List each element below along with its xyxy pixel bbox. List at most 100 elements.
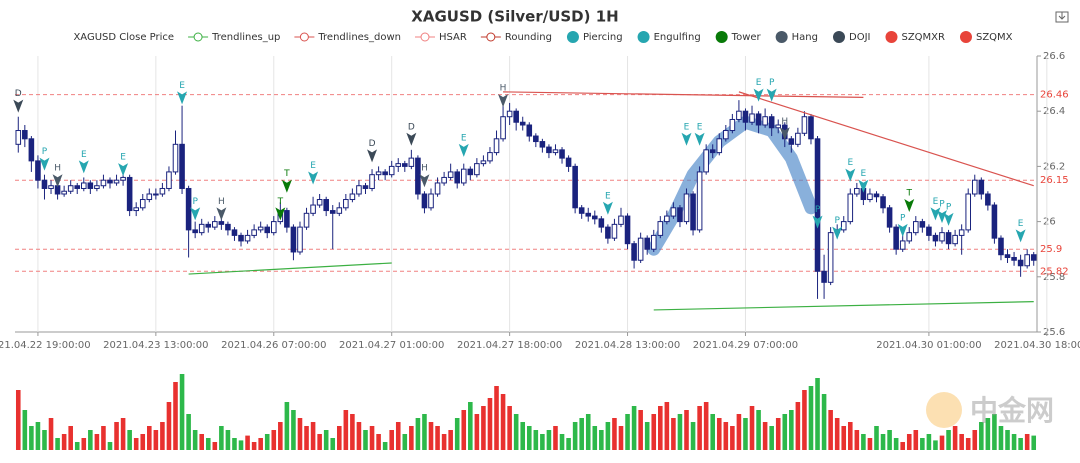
pattern-marker bbox=[190, 207, 201, 221]
volume-bar bbox=[1005, 430, 1010, 450]
volume-bar bbox=[703, 402, 709, 450]
volume-bar bbox=[317, 434, 322, 450]
candle-body bbox=[539, 141, 546, 148]
volume-bar bbox=[684, 410, 689, 450]
candle-body bbox=[67, 185, 74, 192]
candle-body bbox=[454, 171, 461, 184]
trendline bbox=[738, 91, 1034, 187]
pattern-marker bbox=[13, 99, 24, 113]
volume-bar bbox=[94, 434, 100, 450]
legend-symbol bbox=[775, 31, 788, 43]
legend-symbol bbox=[833, 31, 845, 43]
candle-body bbox=[264, 226, 271, 234]
legend-item[interactable]: Piercing bbox=[566, 31, 623, 43]
volume-bar bbox=[81, 438, 87, 450]
candle-body bbox=[755, 113, 762, 126]
volume-bar bbox=[802, 390, 807, 450]
candle-body bbox=[827, 232, 834, 283]
volume-bar bbox=[199, 434, 205, 450]
legend-item[interactable]: XAGUSD Close Price bbox=[73, 32, 174, 43]
candle-body bbox=[906, 232, 913, 242]
legend-item[interactable]: Rounding bbox=[480, 32, 552, 43]
volume-bar bbox=[730, 426, 735, 450]
pattern-marker bbox=[406, 132, 417, 146]
volume-bar bbox=[468, 402, 473, 450]
candle-body bbox=[284, 210, 290, 228]
volume-bar bbox=[874, 426, 879, 450]
candle-body bbox=[703, 149, 709, 173]
candle-body bbox=[801, 116, 808, 134]
legend-symbol bbox=[566, 31, 579, 43]
candle-body bbox=[94, 185, 100, 189]
volume-bar bbox=[933, 440, 938, 450]
candle-body bbox=[15, 130, 22, 145]
legend-item[interactable]: HSAR bbox=[415, 32, 467, 43]
volume-bar bbox=[697, 406, 702, 450]
legend-symbol bbox=[715, 31, 728, 43]
pattern-marker bbox=[904, 199, 915, 213]
candle-body bbox=[133, 207, 139, 212]
legend-label: XAGUSD Close Price bbox=[73, 32, 174, 43]
volume-bar bbox=[153, 430, 159, 450]
pattern-label: P bbox=[939, 200, 945, 210]
pattern-label: E bbox=[120, 153, 126, 163]
volume-bar bbox=[939, 435, 945, 450]
legend-item[interactable]: Tower bbox=[715, 31, 762, 43]
candle-body bbox=[1024, 254, 1030, 267]
candle-body bbox=[375, 171, 382, 176]
level-label: 25.82 bbox=[1040, 266, 1069, 277]
volume-bar bbox=[481, 406, 486, 450]
candle-body bbox=[795, 132, 801, 145]
candle-body bbox=[408, 157, 415, 167]
volume-bar bbox=[920, 438, 925, 450]
save-arrow[interactable] bbox=[1058, 12, 1066, 20]
legend-item[interactable]: SZQMXR bbox=[885, 31, 945, 43]
legend-item[interactable]: DOJI bbox=[833, 31, 870, 43]
candle-body bbox=[854, 187, 860, 195]
volume-bar bbox=[605, 422, 611, 450]
candle-body bbox=[618, 215, 624, 225]
candle-body bbox=[624, 215, 631, 245]
candle-body bbox=[336, 207, 343, 214]
volume-bar bbox=[946, 430, 951, 450]
legend-item[interactable]: Trendlines_down bbox=[294, 32, 401, 43]
pattern-label: E bbox=[605, 191, 611, 201]
volume-bar bbox=[965, 438, 971, 450]
volume-bar bbox=[35, 422, 41, 450]
candle-body bbox=[146, 193, 153, 201]
volume-bar bbox=[278, 422, 283, 450]
candle-body bbox=[500, 116, 506, 140]
legend-symbol bbox=[959, 31, 972, 43]
legend-item[interactable]: Hang bbox=[775, 31, 818, 43]
candle-body bbox=[971, 179, 978, 195]
candle-body bbox=[474, 163, 480, 176]
pattern-label: D bbox=[408, 122, 415, 132]
pattern-marker bbox=[832, 226, 843, 240]
candle-body bbox=[179, 143, 185, 189]
candle-body bbox=[120, 176, 126, 181]
legend-item[interactable]: Engulfing bbox=[637, 31, 701, 43]
legend-item[interactable]: Trendlines_up bbox=[188, 32, 280, 43]
pattern-marker bbox=[897, 223, 908, 237]
candle-body bbox=[159, 187, 166, 195]
pattern-marker bbox=[275, 207, 286, 221]
legend-symbol bbox=[486, 32, 496, 42]
pattern-marker bbox=[753, 88, 764, 102]
candle-body bbox=[303, 212, 310, 228]
candle-body bbox=[572, 165, 578, 209]
legend-item[interactable]: SZQMX bbox=[959, 31, 1013, 43]
pattern-label: P bbox=[834, 216, 840, 226]
volume-bar bbox=[68, 426, 73, 450]
candle-body bbox=[585, 212, 592, 217]
candle-body bbox=[166, 171, 172, 189]
candle-body bbox=[775, 124, 782, 129]
toolbox-save[interactable] bbox=[1055, 11, 1069, 23]
candle-body bbox=[788, 138, 795, 145]
candle-body bbox=[847, 193, 854, 223]
pattern-marker bbox=[281, 179, 292, 193]
candle-body bbox=[362, 185, 369, 189]
volume-bar bbox=[22, 410, 28, 450]
volume-bar bbox=[998, 426, 1004, 450]
candle-body bbox=[349, 193, 356, 201]
